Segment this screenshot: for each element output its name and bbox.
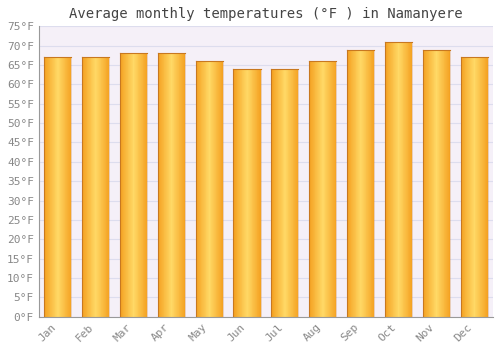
- Title: Average monthly temperatures (°F ) in Namanyere: Average monthly temperatures (°F ) in Na…: [69, 7, 462, 21]
